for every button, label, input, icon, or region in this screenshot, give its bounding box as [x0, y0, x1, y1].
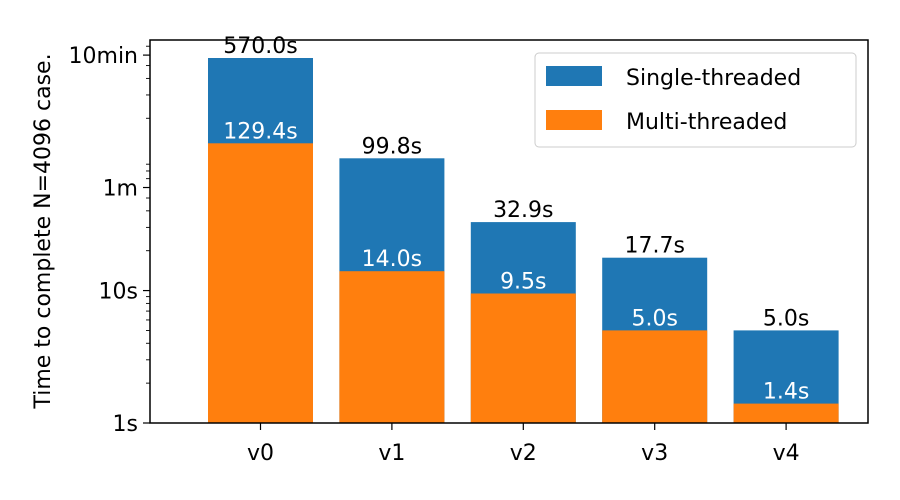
legend-swatch-multi-threaded — [546, 110, 602, 130]
x-tick-label-v2: v2 — [510, 441, 537, 466]
bar-multi-threaded-v2 — [470, 293, 576, 423]
bar-label-single-threaded-v3: 17.7s — [624, 234, 684, 259]
bar-multi-threaded-v3 — [602, 330, 708, 423]
y-axis-label: Time to complete N=4096 case. — [31, 53, 56, 409]
y-tick-label-10min: 10min — [69, 44, 138, 69]
bar-label-multi-threaded-v4: 1.4s — [763, 380, 809, 405]
x-tick-label-v4: v4 — [773, 441, 800, 466]
y-axis-ticks: 1s 10s 1m 10min — [69, 44, 150, 437]
legend-swatch-single-threaded — [546, 66, 602, 86]
bar-label-multi-threaded-v1: 14.0s — [362, 247, 422, 272]
y-tick-label-1s: 1s — [113, 412, 138, 437]
bar-multi-threaded-v1 — [339, 271, 445, 423]
bar-label-single-threaded-v2: 32.9s — [493, 198, 553, 223]
bar-label-single-threaded-v4: 5.0s — [763, 306, 809, 331]
legend-label-single-threaded: Single-threaded — [626, 66, 801, 91]
legend: Single-threaded Multi-threaded — [534, 52, 857, 148]
y-tick-label-10s: 10s — [99, 280, 138, 305]
x-tick-label-v1: v1 — [378, 441, 405, 466]
legend-label-multi-threaded: Multi-threaded — [626, 110, 787, 135]
x-tick-label-v0: v0 — [247, 441, 274, 466]
x-axis-ticks: v0 v1 v2 v3 v4 — [247, 423, 800, 466]
bar-value-labels: 570.0s 99.8s 32.9s 17.7s 5.0s 129.4s 14.0s 9.5s… — [223, 34, 809, 405]
bars — [208, 58, 839, 424]
bar-label-multi-threaded-v0: 129.4s — [223, 119, 297, 144]
plot-frame — [149, 39, 869, 424]
bar-multi-threaded-v4 — [733, 403, 839, 423]
bar-label-single-threaded-v1: 99.8s — [362, 134, 422, 159]
x-tick-label-v3: v3 — [641, 441, 668, 466]
bar-label-single-threaded-v0: 570.0s — [223, 34, 297, 59]
legend-box — [534, 52, 857, 148]
bar-label-multi-threaded-v2: 9.5s — [500, 270, 546, 295]
y-tick-label-1m: 1m — [103, 177, 138, 202]
bar-multi-threaded-v0 — [208, 143, 313, 424]
bar-label-multi-threaded-v3: 5.0s — [631, 306, 677, 331]
